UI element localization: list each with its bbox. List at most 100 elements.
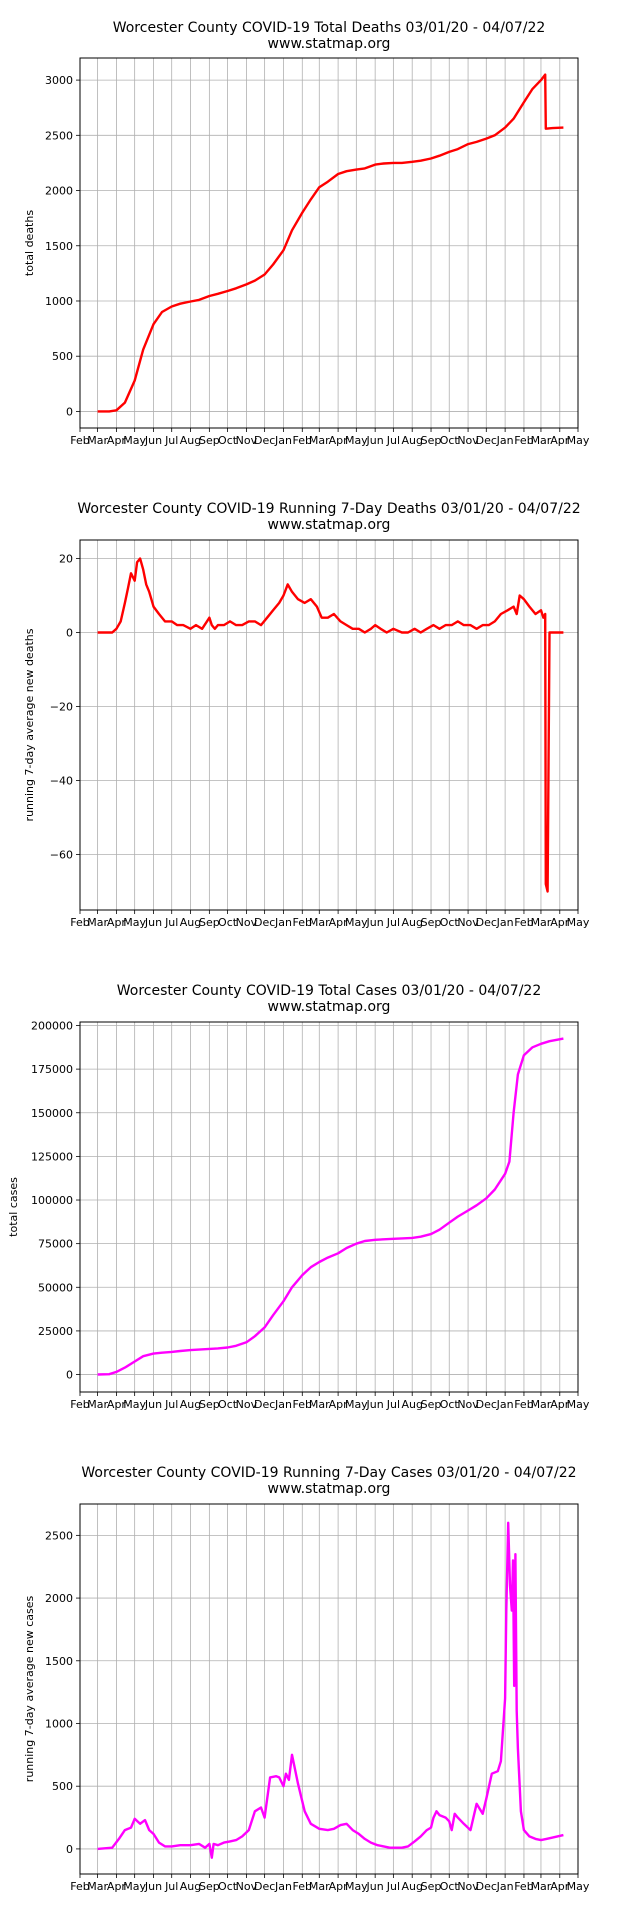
series-line (97, 557, 564, 893)
chart-subtitle: www.statmap.org (268, 517, 391, 533)
x-tick-label: Jul (386, 1398, 400, 1411)
chart-subtitle: www.statmap.org (268, 1481, 391, 1497)
x-tick-label: Oct (218, 1880, 238, 1893)
x-tick-label: May (123, 1398, 146, 1411)
x-tick-label: Apr (550, 916, 570, 929)
x-tick-label: May (123, 916, 146, 929)
x-tick-label: Sep (421, 1398, 442, 1411)
y-tick-label: 200000 (31, 1019, 73, 1032)
x-tick-label: Feb (514, 1880, 533, 1893)
y-tick-label: 2500 (45, 1529, 73, 1542)
x-tick-label: May (123, 1880, 146, 1893)
x-tick-label: Jul (164, 916, 178, 929)
x-tick-label: Nov (236, 1880, 258, 1893)
x-tick-label: Apr (329, 1398, 349, 1411)
y-tick-label: 0 (66, 1843, 73, 1856)
y-tick-label: −20 (50, 701, 73, 714)
y-axis-label: total deaths (23, 210, 36, 276)
y-tick-label: 2000 (45, 185, 73, 198)
x-tick-label: Oct (218, 434, 238, 447)
x-tick-label: Jun (144, 1880, 162, 1893)
x-tick-label: Dec (476, 1880, 497, 1893)
y-tick-label: 1500 (45, 1655, 73, 1668)
x-tick-label: Mar (309, 916, 330, 929)
x-tick-label: Nov (236, 1398, 258, 1411)
chart-subtitle: www.statmap.org (268, 999, 391, 1015)
x-tick-label: Mar (309, 1880, 330, 1893)
x-tick-label: Feb (293, 434, 312, 447)
x-tick-label: May (345, 434, 368, 447)
x-tick-label: Jan (496, 1880, 514, 1893)
chart-title: Worcester County COVID-19 Total Deaths 0… (113, 20, 546, 36)
x-tick-label: Oct (440, 434, 460, 447)
x-tick-label: Aug (180, 916, 201, 929)
y-tick-label: 2500 (45, 129, 73, 142)
y-tick-label: 20 (59, 553, 73, 566)
x-tick-label: Sep (421, 434, 442, 447)
x-tick-label: Oct (218, 1398, 238, 1411)
chart-title: Worcester County COVID-19 Running 7-Day … (81, 1465, 576, 1481)
chart-panel-4: Worcester County COVID-19 Running 7-Day … (23, 1465, 590, 1893)
x-tick-label: Jun (144, 1398, 162, 1411)
x-tick-label: Jan (496, 916, 514, 929)
x-tick-label: Sep (199, 434, 220, 447)
x-tick-label: Mar (87, 916, 108, 929)
x-tick-label: Apr (329, 916, 349, 929)
x-tick-label: Mar (531, 1398, 552, 1411)
x-tick-label: Feb (70, 1398, 89, 1411)
series-line (97, 73, 564, 413)
x-tick-label: Apr (550, 1398, 570, 1411)
x-tick-label: Sep (199, 916, 220, 929)
y-tick-label: 0 (66, 627, 73, 640)
x-tick-label: Dec (254, 1398, 275, 1411)
y-tick-label: 500 (52, 1780, 73, 1793)
x-tick-label: Dec (476, 1398, 497, 1411)
x-tick-label: Oct (440, 916, 460, 929)
x-tick-label: Apr (107, 1880, 127, 1893)
x-tick-label: Jul (164, 1398, 178, 1411)
x-tick-label: Jun (366, 434, 384, 447)
y-tick-label: 3000 (45, 74, 73, 87)
x-tick-label: Feb (70, 916, 89, 929)
x-tick-label: May (567, 1398, 590, 1411)
chart-title: Worcester County COVID-19 Running 7-Day … (77, 501, 580, 517)
x-tick-label: Sep (199, 1880, 220, 1893)
y-tick-label: 100000 (31, 1194, 73, 1207)
x-tick-label: Apr (550, 434, 570, 447)
y-tick-label: 2000 (45, 1592, 73, 1605)
x-tick-label: Jul (164, 434, 178, 447)
x-tick-label: Nov (457, 1880, 479, 1893)
x-tick-label: Dec (476, 916, 497, 929)
y-axis-label: total cases (7, 1177, 20, 1237)
x-tick-label: Feb (70, 1880, 89, 1893)
y-tick-label: 75000 (38, 1238, 73, 1251)
x-tick-label: Mar (87, 434, 108, 447)
x-tick-label: Aug (401, 1880, 422, 1893)
y-tick-label: 1000 (45, 1717, 73, 1730)
y-tick-label: 0 (66, 405, 73, 418)
x-tick-label: Sep (421, 1880, 442, 1893)
x-tick-label: Mar (531, 916, 552, 929)
x-tick-label: Feb (514, 434, 533, 447)
x-tick-label: May (345, 1880, 368, 1893)
series-line (97, 1521, 564, 1859)
x-tick-label: Jul (386, 1880, 400, 1893)
x-tick-label: Dec (254, 434, 275, 447)
x-tick-label: Jun (366, 1880, 384, 1893)
x-tick-label: Mar (87, 1880, 108, 1893)
x-tick-label: Jan (274, 434, 292, 447)
x-tick-label: Apr (329, 434, 349, 447)
y-axis-label: running 7-day average new cases (23, 1596, 36, 1783)
y-tick-label: 175000 (31, 1063, 73, 1076)
x-tick-label: Mar (531, 434, 552, 447)
y-tick-label: 150000 (31, 1107, 73, 1120)
x-tick-label: Feb (293, 1880, 312, 1893)
x-tick-label: Jan (274, 1398, 292, 1411)
x-tick-label: Aug (401, 916, 422, 929)
chart-panel-2: Worcester County COVID-19 Running 7-Day … (23, 501, 590, 929)
x-tick-label: Jun (144, 434, 162, 447)
x-tick-label: Sep (199, 1398, 220, 1411)
y-tick-label: 1000 (45, 295, 73, 308)
x-tick-label: May (345, 1398, 368, 1411)
